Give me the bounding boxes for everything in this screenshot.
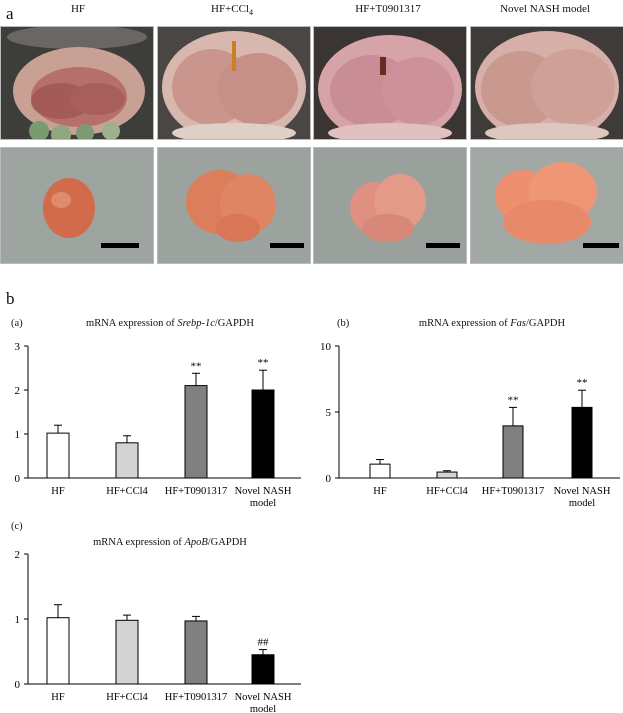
abdomen-photo-novel-nash [470, 26, 623, 140]
panel-b-letter: b [6, 289, 15, 308]
category-label: HF+CCl4 [426, 486, 468, 497]
category-label: Novel NASH model [554, 486, 611, 509]
abdomen-photo-hf-t0901317 [313, 26, 467, 140]
scale-bar [426, 243, 460, 248]
chart-b-sublabel: (b) [337, 318, 350, 329]
chart-b-title-post: /GAPDH [525, 318, 566, 329]
abdomen-photo-hf-ccl4 [157, 26, 311, 140]
ccl-text: HF+CCl [211, 3, 249, 15]
ccl-subscript: 4 [249, 8, 253, 18]
significance-label: ** [508, 394, 519, 406]
y-tick-label: 2 [15, 549, 21, 561]
chart-b-fas: 0 5 10 HF HF+CCl4 ** HF+T0901317 ** Novel NASH mo… [320, 341, 620, 509]
y-tick-label: 3 [15, 341, 21, 353]
liver-photo-hf-t0901317 [313, 147, 467, 264]
category-label: HF+CCl4 [106, 692, 148, 703]
chart-b-title: mRNA expression of Fas/GAPDH [372, 318, 612, 329]
bar [115, 619, 139, 685]
y-tick-label: 0 [326, 473, 332, 485]
bar [571, 406, 593, 479]
category-label: Novel NASH model [235, 692, 292, 713]
category-label: Novel NASH model [235, 486, 292, 509]
bar [251, 654, 275, 685]
category-label: HF+T0901317 [165, 486, 228, 497]
bar [46, 617, 70, 685]
category-label: HF+CCl4 [106, 486, 148, 497]
chart-c-title: mRNA expression of ApoB/GAPDH [40, 537, 300, 548]
significance-label: ## [258, 637, 270, 649]
scale-bar [583, 243, 619, 248]
bar [436, 471, 458, 479]
liver-photo-hf [0, 147, 154, 264]
chart-a-title-post: /GAPDH [214, 318, 254, 329]
bar [369, 463, 391, 479]
bar [46, 432, 70, 479]
category-label: HF [51, 692, 65, 703]
column-title-hf-ccl4: HF+CCl4 [157, 3, 307, 17]
y-tick-label: 2 [15, 385, 21, 397]
category-label: HF+T0901317 [165, 692, 228, 703]
category-label: HF+T0901317 [482, 486, 545, 497]
significance-label: ** [577, 377, 588, 389]
category-label: HF [51, 486, 65, 497]
y-tick-label: 10 [320, 341, 332, 353]
bar [251, 389, 275, 479]
column-title-hf: HF [70, 3, 86, 15]
significance-label: ** [258, 357, 269, 369]
bar [184, 620, 208, 685]
chart-c-sublabel: (c) [11, 521, 23, 532]
chart-a-title-pre: mRNA expression of [86, 318, 178, 329]
bar [115, 442, 139, 479]
chart-c-title-gene: ApoB [184, 537, 208, 548]
abdomen-photo-hf [0, 26, 154, 140]
chart-c-title-post: /GAPDH [207, 537, 247, 548]
chart-a-sublabel: (a) [11, 318, 23, 329]
column-title-hf-t0901317: HF+T0901317 [355, 3, 421, 15]
significance-label: ** [191, 360, 202, 372]
chart-c-title-pre: mRNA expression of [93, 537, 185, 548]
liver-photo-hf-ccl4 [157, 147, 311, 264]
chart-b-title-pre: mRNA expression of [418, 318, 511, 329]
category-label: HF [373, 486, 387, 497]
y-tick-label: 5 [326, 407, 332, 419]
chart-a-title-gene: Srebp-1c [177, 318, 215, 329]
chart-a-srebp1c: 0 1 2 3 HF HF+CCl4 ** HF+T0901317 ** Novel NASH mo… [15, 341, 301, 509]
scale-bar [101, 243, 139, 248]
y-tick-label: 0 [15, 473, 21, 485]
scale-bar [270, 243, 304, 248]
y-tick-label: 0 [15, 679, 21, 691]
liver-photo-novel-nash [470, 147, 623, 264]
chart-a-title: mRNA expression of Srebp-1c/GAPDH [40, 318, 300, 329]
y-tick-label: 1 [15, 429, 21, 441]
panel-a-letter: a [6, 4, 14, 23]
y-tick-label: 1 [15, 614, 21, 626]
column-title-novel-nash: Novel NASH model [500, 3, 590, 15]
bar [184, 385, 208, 479]
bar [502, 425, 524, 479]
chart-c-apob: 0 1 2 HF HF+CCl4 HF+T0901317 ## Novel NASH model [15, 549, 301, 713]
chart-b-title-gene: Fas [510, 318, 526, 329]
